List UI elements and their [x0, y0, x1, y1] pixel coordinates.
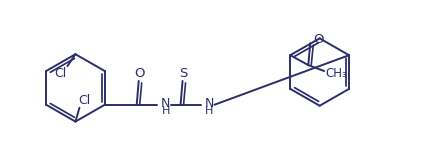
Text: H: H — [205, 106, 214, 116]
Text: N: N — [205, 97, 214, 110]
Text: O: O — [313, 33, 323, 46]
Text: H: H — [161, 106, 170, 116]
Text: O: O — [135, 67, 145, 79]
Text: Cl: Cl — [78, 94, 90, 107]
Text: N: N — [161, 97, 170, 110]
Text: CH₃: CH₃ — [325, 67, 347, 79]
Text: S: S — [179, 67, 188, 79]
Text: Cl: Cl — [54, 67, 66, 79]
